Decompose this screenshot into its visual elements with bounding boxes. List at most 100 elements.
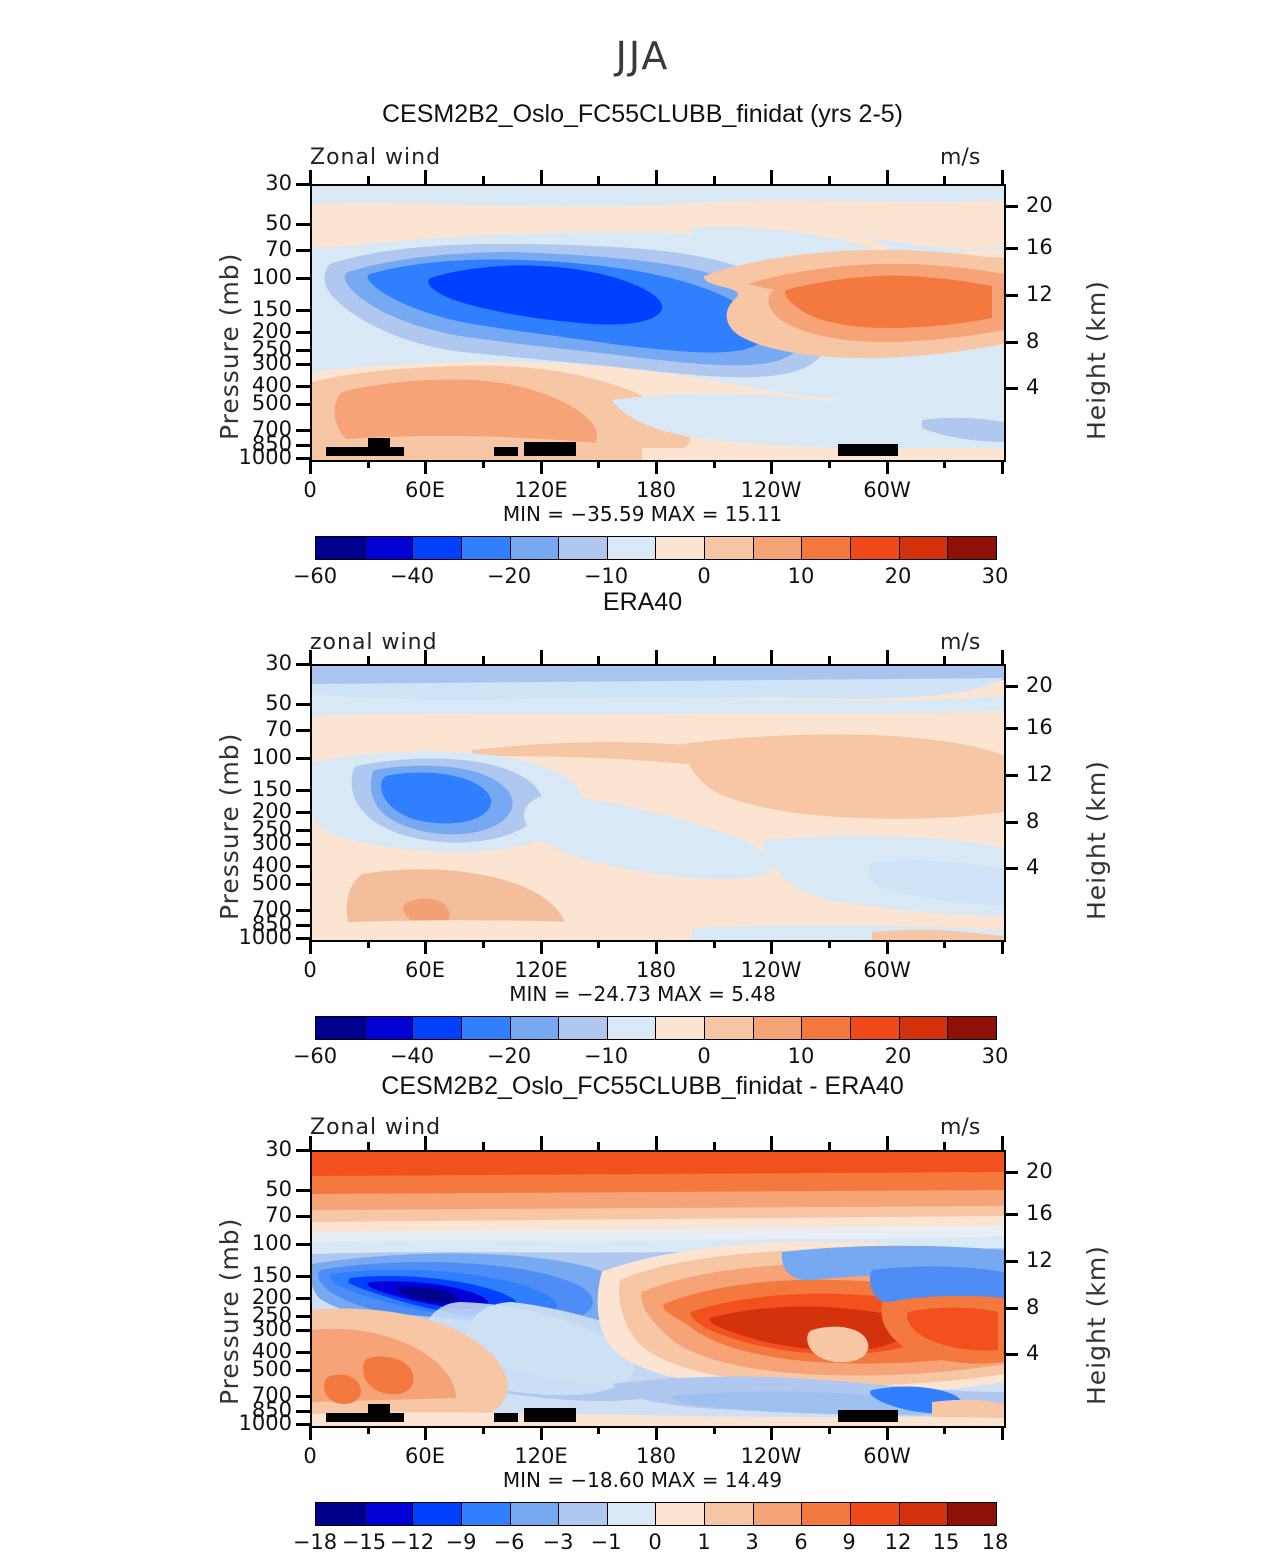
panel-3-title: CESM2B2_Oslo_FC55CLUBB_finidat - ERA40 <box>381 1072 904 1100</box>
longitude-tick-mark-top <box>424 170 427 184</box>
longitude-tick-mark-top <box>367 1142 370 1150</box>
topography-bar <box>524 1408 576 1422</box>
colorbar-cell <box>413 1503 462 1525</box>
height-tick-label: 8 <box>1026 329 1040 353</box>
pressure-tick-label: 500 <box>251 871 292 895</box>
colorbar-cell <box>607 1017 657 1039</box>
colorbar-cell <box>705 537 754 559</box>
pressure-tick-label: 100 <box>251 1231 292 1255</box>
pressure-tick-mark <box>296 1297 310 1300</box>
height-tick-label: 4 <box>1026 375 1040 399</box>
colorbar-cell <box>802 1017 852 1039</box>
longitude-tick-mark-bottom <box>655 460 658 474</box>
topography-bar <box>326 1413 382 1422</box>
pressure-tick-label: 30 <box>265 1137 292 1161</box>
pressure-tick-mark <box>296 403 310 406</box>
height-tick-label: 20 <box>1026 193 1053 217</box>
colorbar-cell <box>656 1017 706 1039</box>
pressure-tick-mark <box>296 729 310 732</box>
longitude-tick-label: 120W <box>740 1444 802 1468</box>
topography-bar <box>368 1404 390 1422</box>
season-title: JJA <box>615 34 670 78</box>
height-tick-mark <box>1004 867 1018 870</box>
pressure-tick-label: 1000 <box>238 1411 292 1435</box>
pressure-tick-label: 250 <box>251 817 292 841</box>
panel-1-unit-label: m/s <box>940 145 981 170</box>
height-tick-mark <box>1004 1307 1018 1310</box>
pressure-tick-label: 300 <box>251 831 292 855</box>
pressure-tick-label: 500 <box>251 1357 292 1381</box>
longitude-tick-mark-bottom <box>713 940 716 948</box>
pressure-tick-mark <box>296 1395 310 1398</box>
pressure-tick-label: 150 <box>251 297 292 321</box>
colorbar-tick-label: 0 <box>697 1044 711 1068</box>
pressure-tick-label: 50 <box>265 211 292 235</box>
colorbar-cell <box>705 1017 754 1039</box>
pressure-tick-mark <box>296 829 310 832</box>
longitude-tick-mark-top <box>770 650 773 664</box>
longitude-tick-mark-top <box>828 176 831 184</box>
panel-3-plot-area <box>310 1150 1006 1428</box>
colorbar-panel-3 <box>315 1502 997 1526</box>
longitude-tick-mark-top <box>655 650 658 664</box>
pressure-tick-mark <box>296 789 310 792</box>
longitude-tick-label: 0 <box>303 958 317 982</box>
height-tick-mark <box>1004 727 1018 730</box>
panel-1-plot-area <box>310 184 1006 462</box>
height-tick-label: 8 <box>1026 809 1040 833</box>
colorbar-cell <box>802 1503 852 1525</box>
longitude-tick-label: 180 <box>635 958 677 982</box>
longitude-tick-mark-top <box>713 656 716 664</box>
topography-bar <box>494 447 518 456</box>
panel-2-plot-area <box>310 664 1006 942</box>
colorbar-tick-label: 30 <box>981 1044 1009 1068</box>
pressure-tick-mark <box>296 385 310 388</box>
colorbar-cell <box>510 1017 560 1039</box>
topography-bar <box>390 447 404 456</box>
longitude-tick-mark-top <box>886 1136 889 1150</box>
longitude-tick-mark-bottom <box>1001 940 1004 954</box>
height-tick-mark <box>1004 294 1018 297</box>
longitude-tick-mark-bottom <box>770 460 773 474</box>
pressure-tick-label: 70 <box>265 717 292 741</box>
pressure-tick-mark <box>296 1315 310 1318</box>
pressure-tick-mark <box>296 444 310 447</box>
topography-bar <box>524 442 576 456</box>
pressure-tick-mark <box>296 663 310 666</box>
pressure-tick-label: 50 <box>265 1177 292 1201</box>
colorbar-cell <box>851 1503 900 1525</box>
height-tick-mark <box>1004 1213 1018 1216</box>
longitude-tick-mark-top <box>309 1136 312 1150</box>
longitude-tick-mark-top <box>770 1136 773 1150</box>
colorbar-cell <box>656 1503 706 1525</box>
longitude-tick-mark-bottom <box>828 940 831 948</box>
pressure-tick-mark <box>296 1149 310 1152</box>
pressure-tick-mark <box>296 937 310 940</box>
longitude-tick-mark-bottom <box>943 460 946 468</box>
height-tick-mark <box>1004 821 1018 824</box>
colorbar-tick-label: −40 <box>389 564 435 588</box>
longitude-tick-label: 180 <box>635 478 677 502</box>
colorbar-cell <box>510 1503 560 1525</box>
pressure-tick-mark <box>296 349 310 352</box>
colorbar-cell <box>899 1017 949 1039</box>
panel-1-var-label: Zonal wind <box>310 145 442 170</box>
longitude-tick-label: 60E <box>405 958 445 982</box>
pressure-tick-mark <box>296 757 310 760</box>
colorbar-tick-label: −10 <box>583 1044 629 1068</box>
longitude-tick-mark-top <box>1001 1136 1004 1150</box>
pressure-tick-label: 30 <box>265 651 292 675</box>
longitude-tick-mark-bottom <box>770 940 773 954</box>
colorbar-cell <box>461 1503 511 1525</box>
longitude-tick-label: 60W <box>863 1444 911 1468</box>
pressure-tick-label: 150 <box>251 777 292 801</box>
longitude-tick-mark-bottom <box>482 460 485 468</box>
height-tick-label: 20 <box>1026 673 1053 697</box>
pressure-tick-mark <box>296 865 310 868</box>
pressure-tick-label: 850 <box>251 912 292 936</box>
longitude-tick-mark-top <box>424 650 427 664</box>
longitude-tick-mark-bottom <box>770 1426 773 1440</box>
colorbar-tick-label: −20 <box>486 564 532 588</box>
colorbar-tick-label: −60 <box>292 564 338 588</box>
longitude-tick-mark-bottom <box>886 1426 889 1440</box>
